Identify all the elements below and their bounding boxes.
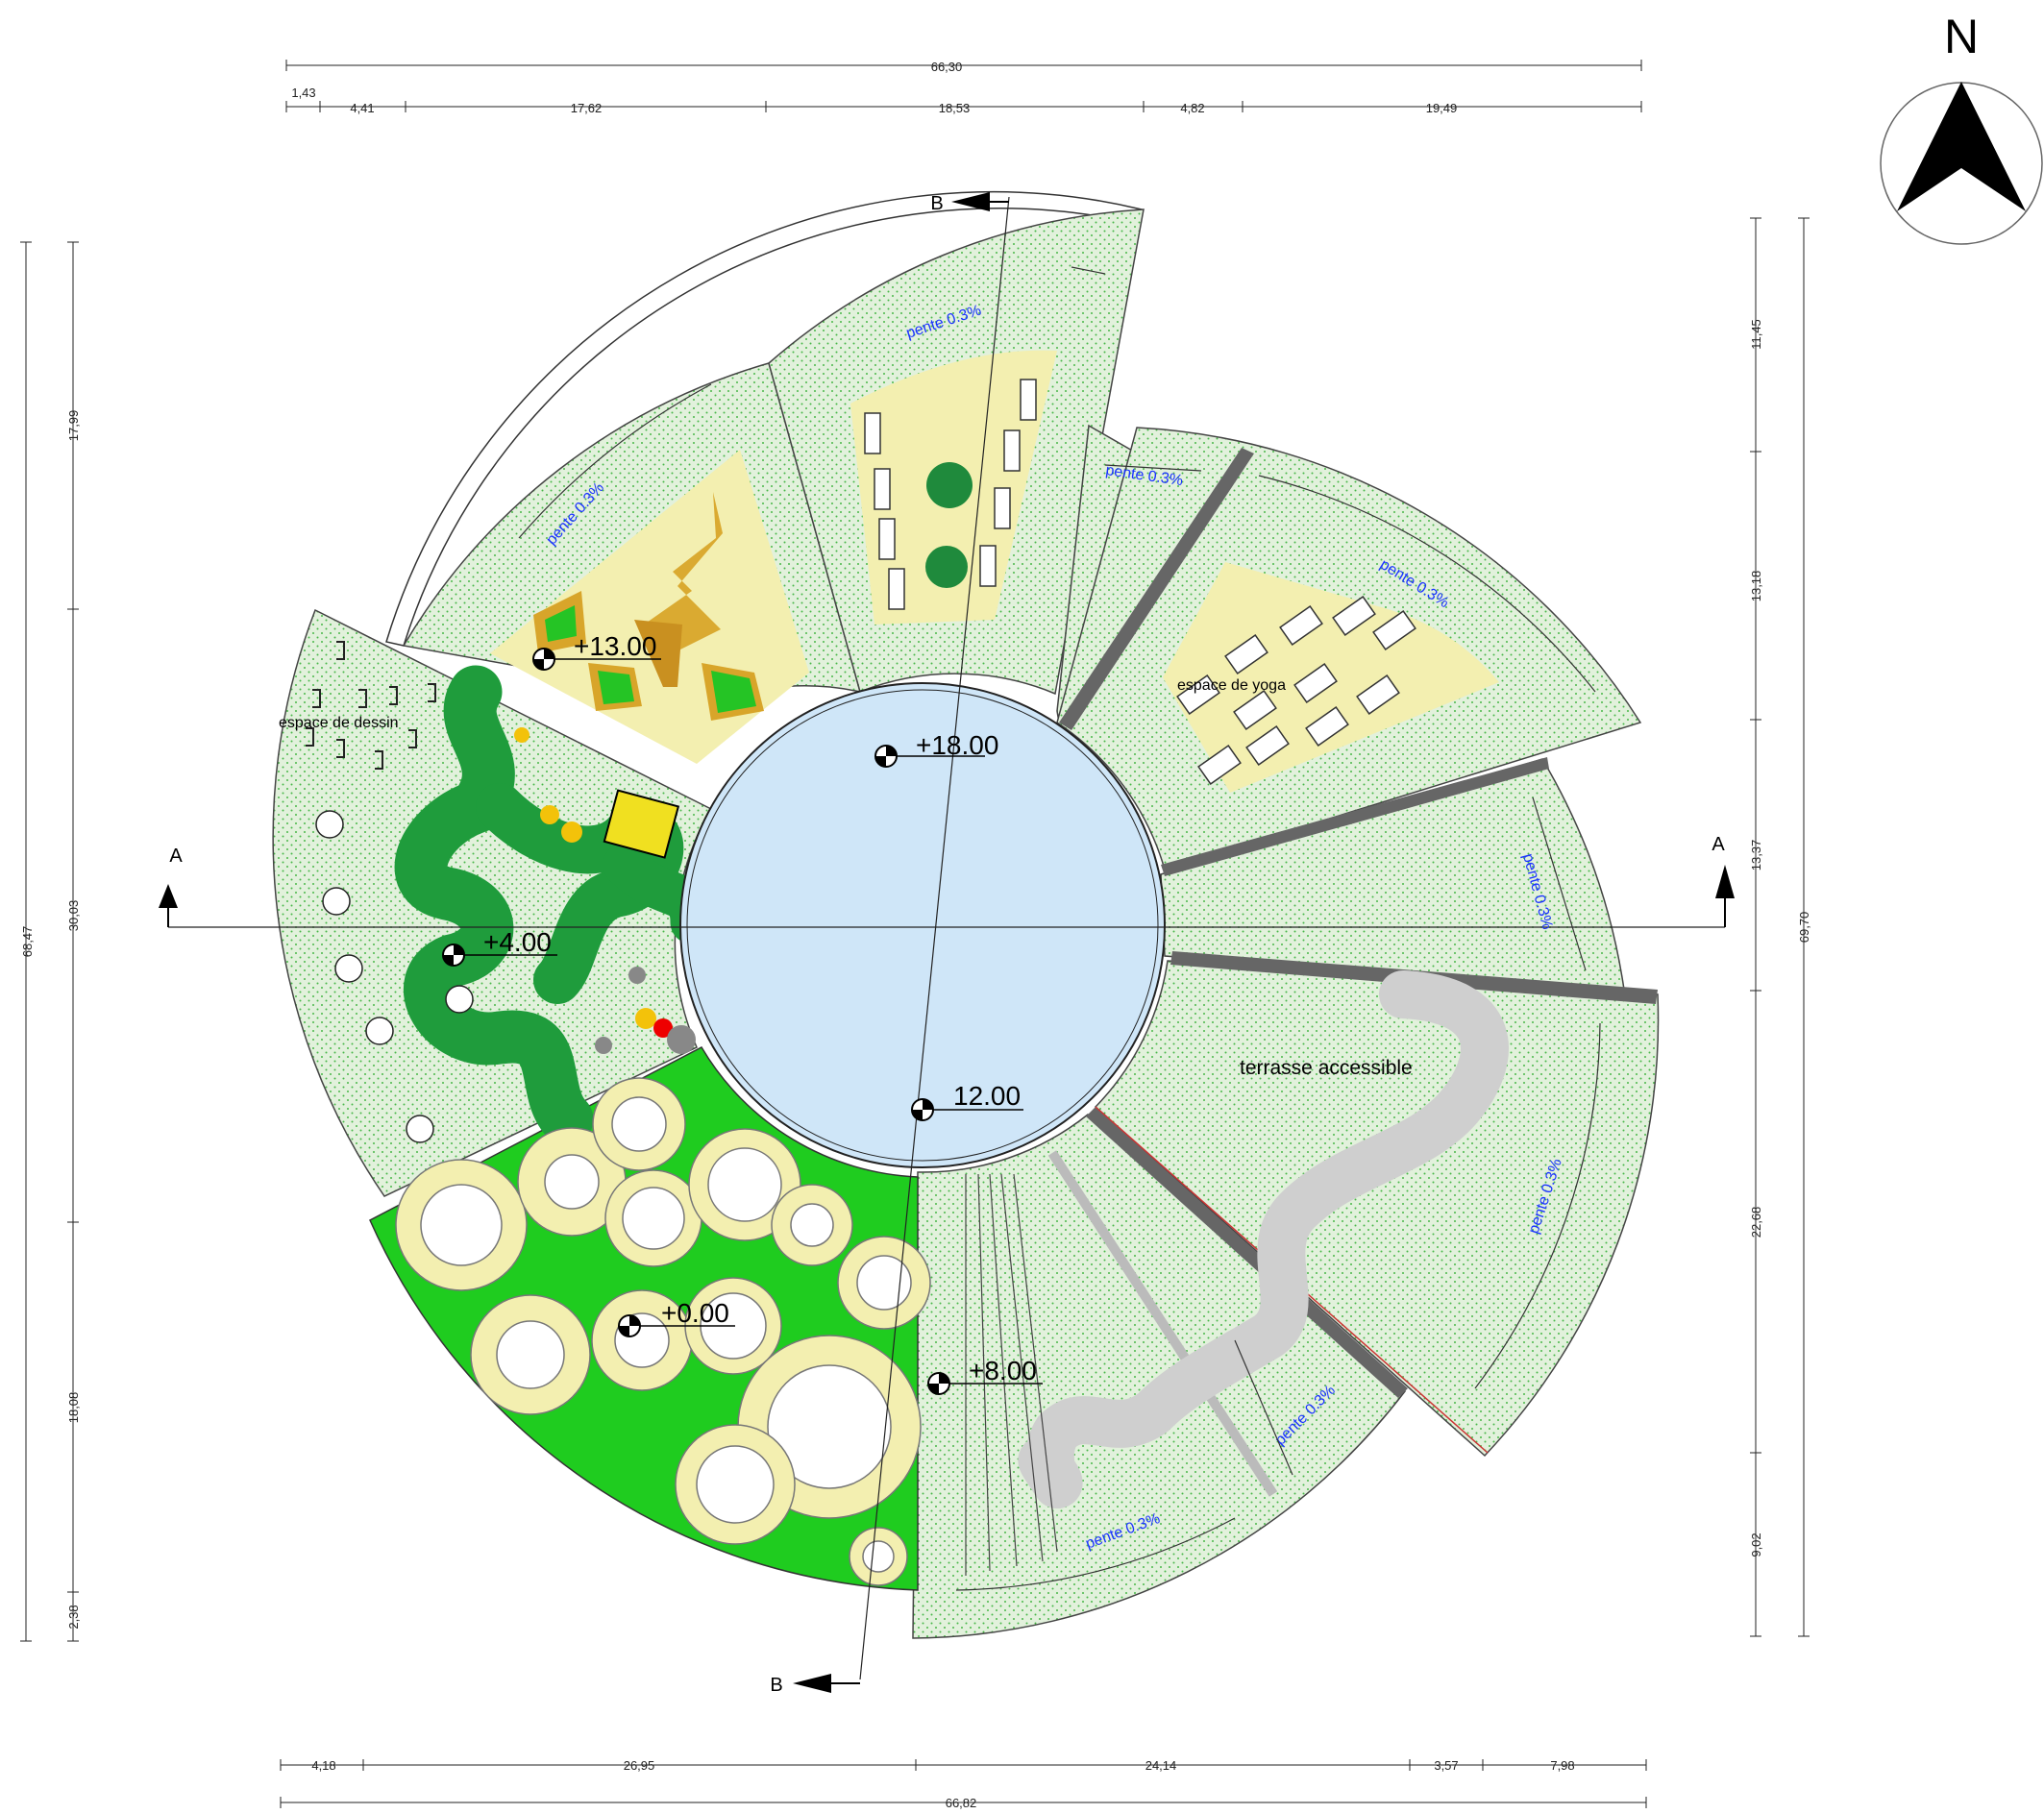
- label-yoga-zone: espace de yoga: [1177, 677, 1286, 694]
- left-dim-3: 18,08: [66, 1392, 81, 1424]
- level-center-lower: 12.00: [953, 1081, 1021, 1111]
- label-drawing-zone: espace de dessin: [279, 715, 399, 731]
- level-marker-icon: [442, 944, 557, 967]
- bottom-total-dim: 66,82: [946, 1796, 977, 1810]
- level-marker-icon: [927, 1372, 1043, 1395]
- level-west: +4.00: [483, 927, 552, 957]
- level-south: +0.00: [661, 1298, 729, 1328]
- section-label-a-left: A: [169, 846, 183, 867]
- section-arrow-a-right-icon: [1715, 865, 1735, 927]
- left-total-dim: 68,47: [20, 926, 35, 958]
- yoga-mats: [1176, 596, 1416, 785]
- bottom-dim-5: 7,98: [1550, 1758, 1574, 1773]
- top-total-dim: 66,30: [931, 60, 963, 74]
- north-benches: [864, 379, 1037, 610]
- round-tables: [315, 810, 474, 1143]
- section-lines: [168, 196, 1725, 1680]
- north-arrow-icon: [1880, 82, 2043, 245]
- right-dim-4: 22,68: [1749, 1207, 1763, 1238]
- top-dim-5: 4,82: [1180, 101, 1204, 115]
- right-dim-3: 13,37: [1749, 840, 1763, 871]
- left-dim-2: 30,03: [66, 900, 81, 932]
- zone-terrace: [1094, 960, 1660, 1458]
- right-dim-2: 13,18: [1749, 571, 1763, 602]
- sculpture-pieces: [533, 492, 764, 721]
- se-lines: [965, 1173, 1058, 1576]
- level-marker-icon: [874, 745, 985, 768]
- left-dim-1: 17,99: [66, 410, 81, 442]
- top-dim-3: 17,62: [571, 101, 603, 115]
- level-marker-icon: [532, 648, 661, 671]
- top-dim-6: 19,49: [1426, 101, 1458, 115]
- left-dim-4: 2,38: [66, 1605, 81, 1629]
- label-terrace-zone: terrasse accessible: [1240, 1057, 1413, 1079]
- bottom-dim-3: 24,14: [1145, 1758, 1177, 1773]
- section-label-b-bottom: B: [770, 1675, 782, 1696]
- level-marker-icon: [618, 1314, 735, 1337]
- tree-2-icon: [925, 546, 968, 588]
- left-dimensions: [20, 241, 79, 1642]
- bottom-dimensions: [280, 1759, 1647, 1808]
- top-dim-2: 4,41: [350, 101, 374, 115]
- section-arrow-b-top-icon: [951, 192, 1009, 211]
- flow-arrows: [518, 266, 1601, 1591]
- terrace-path: [1018, 970, 1509, 1508]
- north-label: N: [1944, 10, 1979, 63]
- lawn-planters: [395, 1077, 931, 1586]
- right-dim-5: 9,02: [1749, 1532, 1763, 1557]
- section-arrow-b-bottom-icon: [793, 1674, 860, 1693]
- section-label-a-right: A: [1712, 834, 1725, 855]
- level-marker-icon: [911, 1098, 1023, 1121]
- bottom-dim-1: 4,18: [311, 1758, 335, 1773]
- central-pool: [679, 682, 1166, 1168]
- level-south-east: +8.00: [969, 1356, 1037, 1385]
- top-dim-4: 18,53: [939, 101, 971, 115]
- top-dim-1: 1,43: [291, 86, 315, 100]
- play-dots: [514, 727, 696, 1054]
- central-pool-rim: [686, 689, 1159, 1162]
- bottom-dim-4: 3,57: [1434, 1758, 1458, 1773]
- tree-1-icon: [926, 462, 973, 508]
- chess-board-icon: [603, 789, 680, 859]
- top-dimensions: [285, 60, 1642, 112]
- right-total-dim: 69,70: [1797, 912, 1811, 944]
- gray-walk: [1047, 1150, 1278, 1497]
- drawing-easels: [306, 641, 436, 770]
- section-arrow-a-left-icon: [159, 884, 178, 927]
- section-label-b-top: B: [930, 193, 943, 214]
- level-center: +18.00: [916, 730, 998, 760]
- level-upper-left: +13.00: [574, 631, 656, 661]
- bottom-dim-2: 26,95: [624, 1758, 655, 1773]
- right-dim-1: 11,45: [1749, 319, 1763, 350]
- right-dimensions: [1750, 217, 1810, 1637]
